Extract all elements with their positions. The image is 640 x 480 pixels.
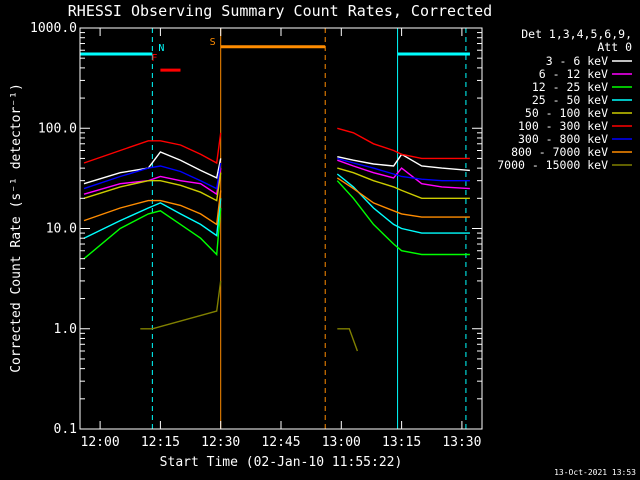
- legend-label-7: 800 - 7000 keV: [511, 145, 608, 159]
- marker-s: S: [210, 37, 216, 48]
- x-tick-label-5: 13:15: [382, 435, 421, 450]
- x-axis-label: Start Time (02-Jan-10 11:55:22): [160, 455, 403, 470]
- series-line-2: [83, 180, 470, 260]
- legend-label-2: 12 - 25 keV: [532, 80, 608, 94]
- y-tick-label-0: 0.1: [54, 422, 77, 437]
- timestamp: 13-Oct-2021 13:53: [554, 468, 636, 477]
- x-tick-label-6: 13:30: [442, 435, 481, 450]
- x-tick-label-3: 12:45: [261, 435, 300, 450]
- x-tick-label-2: 12:30: [201, 435, 240, 450]
- series-line-0: [83, 151, 470, 185]
- plot-area: NF S: [79, 28, 470, 429]
- y-tick-label-3: 100.0: [38, 121, 77, 136]
- x-tick-label-1: 12:15: [141, 435, 180, 450]
- x-axis: 12:00 12:15 12:30 12:45 13:00 13:15 13:30: [81, 28, 481, 450]
- x-tick-label-4: 13:00: [322, 435, 361, 450]
- legend-label-8: 7000 - 15000 keV: [497, 158, 608, 172]
- legend-label-1: 6 - 12 keV: [539, 67, 608, 81]
- series-line-8: [140, 280, 359, 352]
- legend-header-0: Det 1,3,4,5,6,9,: [521, 27, 632, 41]
- x-tick-label-0: 12:00: [81, 435, 120, 450]
- marker-n: N: [158, 43, 164, 54]
- y-tick-label-4: 1000.0: [30, 21, 77, 36]
- series-line-1: [83, 159, 470, 196]
- y-axis-label: Corrected Count Rate (s⁻¹ detector⁻¹): [9, 83, 24, 373]
- y-tick-label-2: 10.0: [46, 222, 77, 237]
- legend-header-1: Att 0: [597, 40, 632, 54]
- y-axis: 0.1 1.0 10.0 100.0 1000.0: [30, 21, 482, 437]
- legend-label-3: 25 - 50 keV: [532, 93, 608, 107]
- series-line-6: [83, 157, 470, 190]
- legend-label-4: 50 - 100 keV: [525, 106, 608, 120]
- series-line-5: [83, 127, 470, 165]
- marker-f: F: [151, 53, 157, 64]
- series-line-7: [83, 177, 470, 226]
- legend-label-0: 3 - 6 keV: [546, 54, 608, 68]
- series-line-4: [83, 167, 470, 202]
- legend-label-5: 100 - 300 keV: [518, 119, 608, 133]
- legend-label-6: 300 - 800 keV: [518, 132, 608, 146]
- chart-title: RHESSI Observing Summary Count Rates, Co…: [68, 2, 492, 20]
- y-tick-label-1: 1.0: [54, 322, 77, 337]
